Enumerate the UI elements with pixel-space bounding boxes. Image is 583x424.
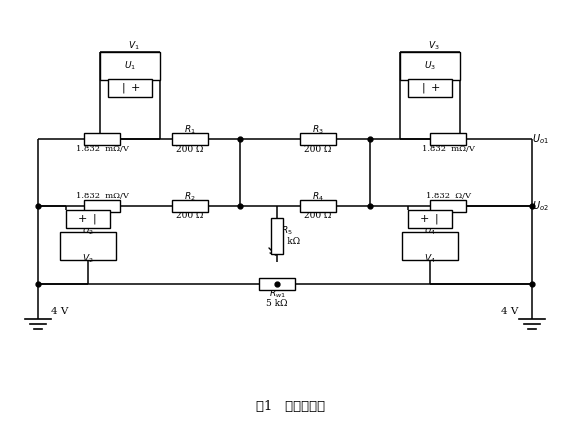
Text: $U_1$: $U_1$ [124, 60, 136, 72]
Text: $V_3$: $V_3$ [428, 40, 440, 52]
Bar [271, 218, 283, 254]
Text: |: | [121, 83, 125, 93]
Text: $U_2$: $U_2$ [82, 225, 94, 237]
Text: 4 V: 4 V [501, 307, 519, 316]
Text: |: | [421, 83, 425, 93]
Bar [84, 133, 120, 145]
Text: 1.832  mΩ/V: 1.832 mΩ/V [422, 145, 475, 153]
Text: |: | [434, 214, 438, 224]
Bar [259, 278, 295, 290]
Text: +: + [419, 214, 429, 224]
Text: 1.832  Ω/V: 1.832 Ω/V [426, 192, 470, 200]
Text: 200 Ω: 200 Ω [176, 145, 203, 153]
Bar [430, 200, 466, 212]
Bar [300, 133, 336, 145]
Bar [172, 200, 208, 212]
Text: $R_4$: $R_4$ [312, 191, 324, 203]
Text: |: | [92, 214, 96, 224]
Text: $V_4$: $V_4$ [424, 253, 436, 265]
Text: $R_2$: $R_2$ [184, 191, 196, 203]
Text: $U_3$: $U_3$ [424, 60, 436, 72]
Bar [408, 210, 452, 228]
Text: $R_3$: $R_3$ [312, 124, 324, 136]
Text: $U_4$: $U_4$ [424, 225, 436, 237]
Bar [66, 210, 110, 228]
Bar [60, 232, 116, 260]
Text: 1.832  mΩ/V: 1.832 mΩ/V [76, 192, 128, 200]
Text: +: + [131, 83, 140, 93]
Bar [402, 232, 458, 260]
Text: $V_1$: $V_1$ [128, 40, 140, 52]
Text: 200 Ω: 200 Ω [304, 145, 332, 153]
Text: 5 kΩ: 5 kΩ [266, 299, 288, 309]
Text: $U_{o2}$: $U_{o2}$ [532, 199, 549, 213]
Text: $R_5$: $R_5$ [281, 225, 293, 237]
Text: $R_{w1}$: $R_{w1}$ [269, 288, 286, 300]
Text: 图1   全桥电路图: 图1 全桥电路图 [257, 399, 325, 413]
Text: $R_1$: $R_1$ [184, 124, 196, 136]
Bar [300, 200, 336, 212]
Text: $U_{o1}$: $U_{o1}$ [532, 132, 549, 146]
Text: 4 V: 4 V [51, 307, 69, 316]
Bar [400, 52, 460, 80]
Text: 10 kΩ: 10 kΩ [273, 237, 301, 246]
Text: +: + [78, 214, 87, 224]
Bar [108, 79, 152, 97]
Bar [100, 52, 160, 80]
Bar [408, 79, 452, 97]
Text: $V_2$: $V_2$ [82, 253, 94, 265]
Bar [172, 133, 208, 145]
Bar [430, 133, 466, 145]
Bar [84, 200, 120, 212]
Text: 1.832  mΩ/V: 1.832 mΩ/V [76, 145, 128, 153]
Text: +: + [430, 83, 440, 93]
Text: 200 Ω: 200 Ω [304, 212, 332, 220]
Text: 200 Ω: 200 Ω [176, 212, 203, 220]
